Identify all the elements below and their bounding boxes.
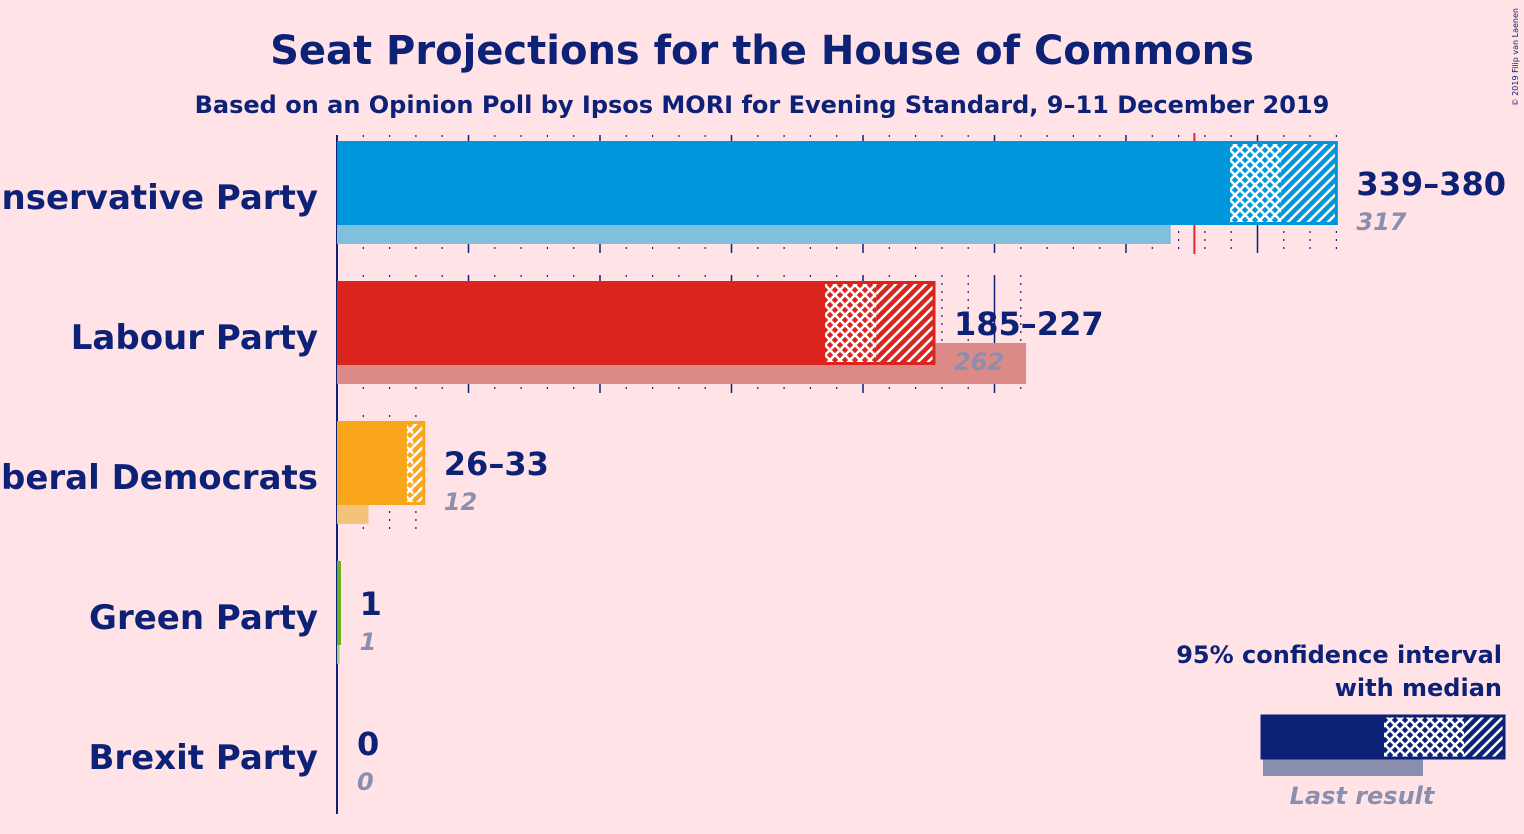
ci-median-bar — [337, 561, 341, 645]
party-name-label: Conservative Party — [0, 178, 318, 218]
party-name-label: Brexit Party — [88, 738, 318, 778]
last-result-label: 262 — [954, 348, 1004, 376]
copyright-notice: © 2019 Filip van Laenen — [1511, 8, 1520, 106]
seat-range-label: 26–33 — [444, 445, 549, 483]
legend-title-line2: with median — [1335, 674, 1502, 702]
ci-lower-pattern — [1228, 141, 1282, 225]
legend-outline — [1260, 714, 1506, 760]
last-result-label: 317 — [1356, 208, 1406, 236]
ci-upper-pattern — [413, 421, 424, 505]
ci-lower-pattern — [823, 281, 877, 365]
bars — [337, 141, 1338, 664]
seat-range-label: 185–227 — [954, 305, 1104, 343]
legend-last-result-label: Last result — [1290, 782, 1436, 810]
ci-outline — [822, 281, 936, 365]
ci-outline — [403, 421, 426, 505]
ci-upper-pattern — [876, 281, 935, 365]
seat-range-label: 339–380 — [1356, 165, 1506, 203]
chart-subtitle: Based on an Opinion Poll by Ipsos MORI f… — [195, 91, 1330, 119]
legend-median-swatch — [1262, 716, 1384, 758]
last-result-label: 1 — [360, 628, 377, 656]
last-result-label: 12 — [444, 488, 477, 516]
ci-outline — [1227, 141, 1338, 225]
legend-title-line1: 95% confidence interval — [1176, 641, 1502, 669]
legend-ci-upper-pattern — [1464, 716, 1504, 758]
legend-ci-lower-pattern — [1384, 716, 1464, 758]
party-name-label: Labour Party — [71, 318, 318, 358]
ci-median-bar — [337, 421, 406, 505]
seat-range-label: 0 — [357, 725, 379, 763]
ci-median-bar — [337, 281, 824, 365]
ci-lower-pattern — [405, 421, 414, 505]
ci-upper-pattern — [1281, 141, 1337, 225]
seat-range-label: 1 — [360, 585, 382, 623]
party-name-label: Liberal Democrats — [0, 458, 318, 498]
party-name-label: Green Party — [89, 598, 318, 638]
ci-median-bar — [337, 141, 1229, 225]
last-result-label: 0 — [357, 768, 374, 796]
labels: Conservative Party 339–380 317 Labour Party… — [0, 165, 1506, 796]
legend: 95% confidence interval with median Last… — [1176, 641, 1506, 810]
chart-title: Seat Projections for the House of Common… — [270, 28, 1254, 74]
